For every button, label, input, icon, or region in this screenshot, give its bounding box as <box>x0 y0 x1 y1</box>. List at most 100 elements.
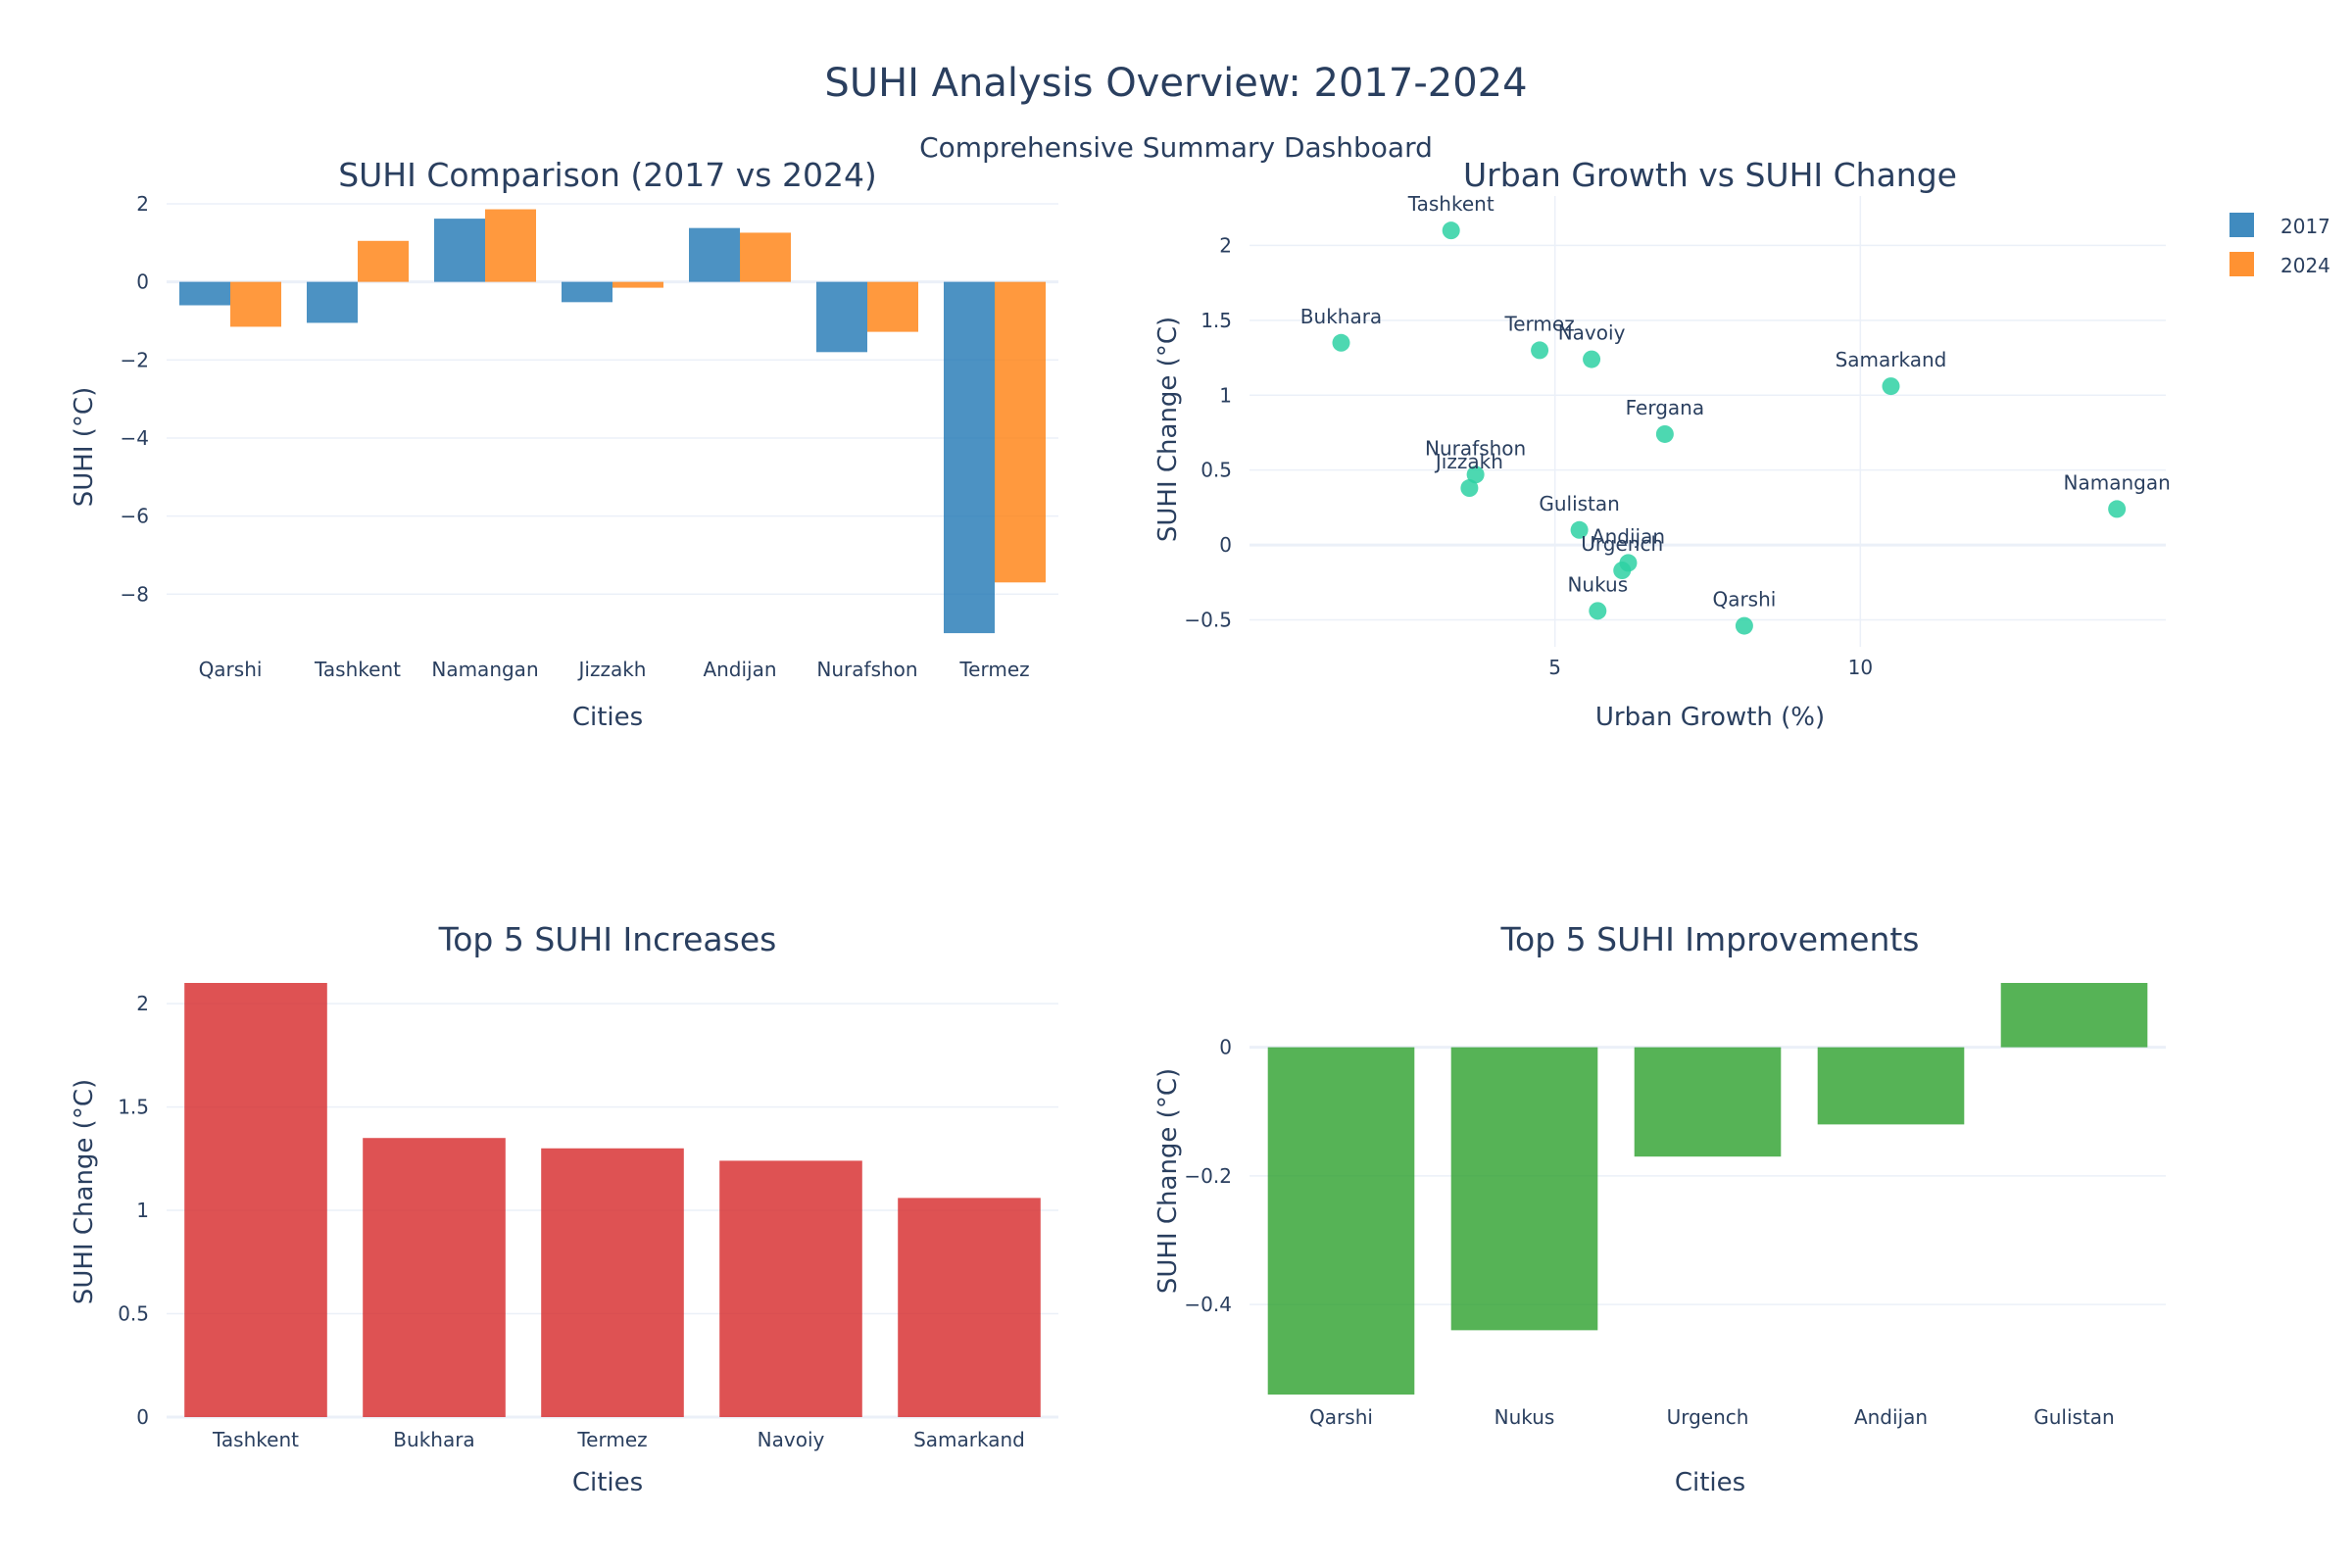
legend-swatch-2024 <box>2230 252 2254 276</box>
improvements-y-tick: 0 <box>1219 1036 1232 1059</box>
scatter-point-urgench <box>1613 562 1632 580</box>
legend-label-2024[interactable]: 2024 <box>2280 254 2330 277</box>
comparison-bar-2024-nurafshon <box>867 281 918 332</box>
scatter-point-label: Gulistan <box>1539 492 1619 515</box>
suhi-comparison-chart: SUHI Comparison (2017 vs 2024) Cities SU… <box>70 156 1058 732</box>
dashboard-subtitle: Comprehensive Summary Dashboard <box>919 131 1433 164</box>
scatter-point-label: Fergana <box>1626 396 1704 419</box>
improvements-x-axis-label: Cities <box>1675 1468 1745 1497</box>
scatter-y-tick: −0.5 <box>1184 608 1232 631</box>
scatter-point-label: Andijan <box>1592 524 1665 548</box>
comparison-x-tick: Jizzakh <box>577 658 647 681</box>
scatter-point-nurafshon <box>1466 466 1485 484</box>
scatter-y-tick: 0 <box>1219 533 1232 557</box>
scatter-point-bukhara <box>1332 333 1350 352</box>
increases-y-tick: 2 <box>136 992 149 1015</box>
comparison-bar-2024-qarshi <box>230 281 281 327</box>
top-improvements-chart: Top 5 SUHI Improvements Cities SUHI Chan… <box>1153 920 2166 1497</box>
increases-x-tick: Bukhara <box>393 1428 474 1451</box>
scatter-y-tick: 1.5 <box>1200 309 1232 332</box>
increases-bar-bukhara <box>363 1138 506 1417</box>
scatter-point-label: Tashkent <box>1407 192 1494 216</box>
comparison-y-tick: 0 <box>136 270 149 294</box>
increases-ticks: 2 1.5 1 0.5 0 Tashkent Bukhara Termez Navoiy Sama… <box>118 992 1025 1451</box>
increases-bar-tashkent <box>184 983 327 1417</box>
legend-swatch-2017 <box>2230 213 2254 237</box>
comparison-chart-title: SUHI Comparison (2017 vs 2024) <box>338 156 877 194</box>
comparison-bar-2017-andijan <box>689 227 740 282</box>
scatter-y-tick: 2 <box>1219 233 1232 257</box>
legend: 2017 2024 <box>2230 213 2330 277</box>
scatter-point-jizzakh <box>1460 479 1479 498</box>
improvements-bar-qarshi <box>1267 1047 1415 1395</box>
improvements-chart-title: Top 5 SUHI Improvements <box>1500 920 1920 958</box>
increases-bar-samarkand <box>898 1198 1041 1417</box>
improvements-ticks: 0 −0.2 −0.4 Qarshi Nukus Urgench Andijan Gulist… <box>1184 1036 2114 1429</box>
scatter-x-tick: 5 <box>1548 656 1561 679</box>
comparison-bars <box>179 209 1046 634</box>
increases-y-tick: 1.5 <box>118 1096 149 1119</box>
legend-label-2017[interactable]: 2017 <box>2280 215 2330 238</box>
scatter-point-label: Nukus <box>1567 572 1628 596</box>
comparison-bar-2017-jizzakh <box>562 281 612 303</box>
comparison-y-axis-label: SUHI (°C) <box>70 387 99 507</box>
increases-bars <box>184 983 1041 1417</box>
comparison-y-tick: −2 <box>121 348 149 371</box>
scatter-point-samarkand <box>1882 377 1900 396</box>
comparison-x-tick: Qarshi <box>199 658 263 681</box>
increases-bar-navoiy <box>719 1160 862 1417</box>
scatter-point-label: Termez <box>1503 312 1574 335</box>
comparison-bar-2017-namangan <box>434 219 485 282</box>
scatter-y-tick: 0.5 <box>1200 459 1232 482</box>
comparison-grid <box>167 203 1058 596</box>
scatter-point-label: Bukhara <box>1300 305 1382 328</box>
increases-y-tick: 1 <box>136 1199 149 1222</box>
scatter-point-label: Samarkand <box>1836 348 1947 371</box>
improvements-y-axis-label: SUHI Change (°C) <box>1153 1068 1183 1294</box>
scatter-point-nukus <box>1589 602 1607 620</box>
top-increases-chart: Top 5 SUHI Increases Cities SUHI Change … <box>70 920 1058 1497</box>
increases-y-tick: 0 <box>136 1405 149 1429</box>
improvements-x-tick: Urgench <box>1667 1405 1749 1429</box>
comparison-x-tick: Tashkent <box>314 658 401 681</box>
scatter-point-label: Jizzakh <box>1434 450 1503 473</box>
scatter-point-label: Nurafshon <box>1425 436 1526 460</box>
comparison-bar-2024-andijan <box>740 232 791 282</box>
increases-y-axis-label: SUHI Change (°C) <box>70 1079 99 1304</box>
scatter-point-qarshi <box>1735 616 1753 635</box>
comparison-bar-2017-tashkent <box>307 281 358 323</box>
urban-growth-scatter-chart: Urban Growth vs SUHI Change Urban Growth… <box>1153 156 2171 732</box>
scatter-point-navoiy <box>1583 350 1601 368</box>
improvements-bars <box>1267 983 2148 1395</box>
scatter-point-namangan <box>2108 500 2127 518</box>
comparison-y-tick: −4 <box>121 426 149 450</box>
increases-x-tick: Navoiy <box>758 1428 825 1451</box>
improvements-x-tick: Qarshi <box>1309 1405 1373 1429</box>
comparison-y-tick: −6 <box>121 505 149 528</box>
scatter-grid <box>1250 196 2166 647</box>
scatter-ticks: 5 10 2 1.5 1 0.5 0 −0.5 <box>1184 233 1873 679</box>
improvements-bar-nukus <box>1450 1047 1598 1331</box>
improvements-y-tick: −0.2 <box>1184 1164 1232 1188</box>
comparison-y-tick: 2 <box>136 192 149 216</box>
comparison-x-tick: Nurafshon <box>816 658 917 681</box>
scatter-point-tashkent <box>1442 221 1460 240</box>
comparison-bar-2017-termez <box>944 281 995 634</box>
comparison-bar-2017-nurafshon <box>816 281 867 353</box>
increases-x-tick: Termez <box>576 1428 647 1451</box>
scatter-y-tick: 1 <box>1219 383 1232 407</box>
increases-x-tick: Tashkent <box>212 1428 299 1451</box>
improvements-bar-andijan <box>1817 1047 1965 1125</box>
scatter-point-label: Qarshi <box>1712 588 1776 612</box>
increases-x-tick: Samarkand <box>913 1428 1025 1451</box>
scatter-x-axis-label: Urban Growth (%) <box>1595 703 1825 732</box>
comparison-ticks: 2 0 −2 −4 −6 −8 Qarshi Tashkent Namangan Jizzakh A… <box>121 192 1030 681</box>
increases-y-tick: 0.5 <box>118 1302 149 1326</box>
scatter-point-label: Urgench <box>1581 532 1663 556</box>
scatter-chart-title: Urban Growth vs SUHI Change <box>1463 156 1957 194</box>
improvements-bar-gulistan <box>2000 983 2148 1048</box>
scatter-point-fergana <box>1655 424 1674 443</box>
increases-bar-termez <box>541 1148 684 1417</box>
comparison-bar-2024-termez <box>995 281 1046 583</box>
scatter-point-gulistan <box>1570 520 1589 539</box>
